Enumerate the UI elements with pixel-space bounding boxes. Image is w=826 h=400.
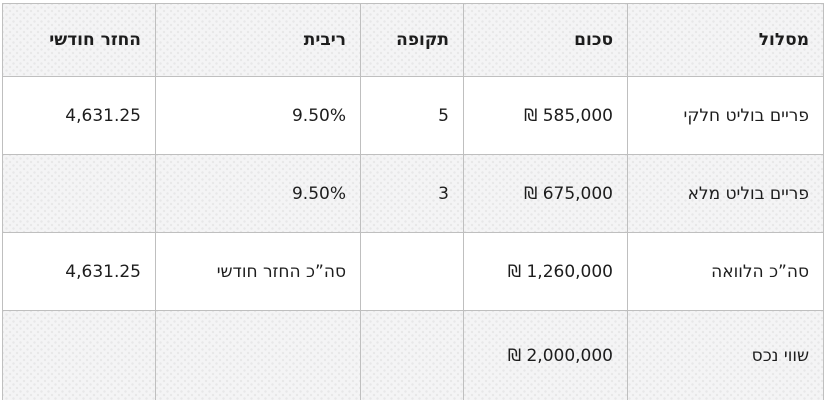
column-header-track: מסלול: [627, 3, 824, 77]
column-header-rate: ריבית: [155, 3, 361, 77]
cell-r3-amount: 2,000,000 ₪: [463, 310, 628, 400]
cell-r1-rate: 9.50%: [155, 154, 361, 233]
cell-r1-amount: 675,000 ₪: [463, 154, 628, 233]
cell-r0-period: 5: [360, 76, 464, 155]
column-header-period: תקופה: [360, 3, 464, 77]
table-header-row: מסלול סכום תקופה ריבית החזר חודשי: [2, 3, 824, 77]
table-row: סה”כ הלוואה 1,260,000 ₪ סה”כ החזר חודשי …: [2, 232, 824, 311]
cell-r0-track: פריים בוליט חלקי: [627, 76, 824, 155]
cell-r3-rate: [155, 310, 361, 400]
table-row: פריים בוליט חלקי 585,000 ₪ 5 9.50% 4,631…: [2, 76, 824, 155]
cell-r3-track: שווי נכס: [627, 310, 824, 400]
cell-r2-amount: 1,260,000 ₪: [463, 232, 628, 311]
column-header-amount: סכום: [463, 3, 628, 77]
table-row: פריים בוליט מלא 675,000 ₪ 3 9.50%: [2, 154, 824, 233]
cell-r3-monthly: [2, 310, 156, 400]
loan-tracks-table: מסלול סכום תקופה ריבית החזר חודשי פריים …: [2, 3, 824, 400]
cell-r0-monthly: 4,631.25: [2, 76, 156, 155]
cell-r0-amount: 585,000 ₪: [463, 76, 628, 155]
cell-r0-rate: 9.50%: [155, 76, 361, 155]
cell-r3-period: [360, 310, 464, 400]
table-row: שווי נכס 2,000,000 ₪: [2, 310, 824, 400]
cell-r2-track: סה”כ הלוואה: [627, 232, 824, 311]
cell-r1-period: 3: [360, 154, 464, 233]
cell-r2-rate: סה”כ החזר חודשי: [155, 232, 361, 311]
cell-r1-track: פריים בוליט מלא: [627, 154, 824, 233]
cell-r2-period: [360, 232, 464, 311]
column-header-monthly: החזר חודשי: [2, 3, 156, 77]
cell-r1-monthly: [2, 154, 156, 233]
cell-r2-monthly: 4,631.25: [2, 232, 156, 311]
